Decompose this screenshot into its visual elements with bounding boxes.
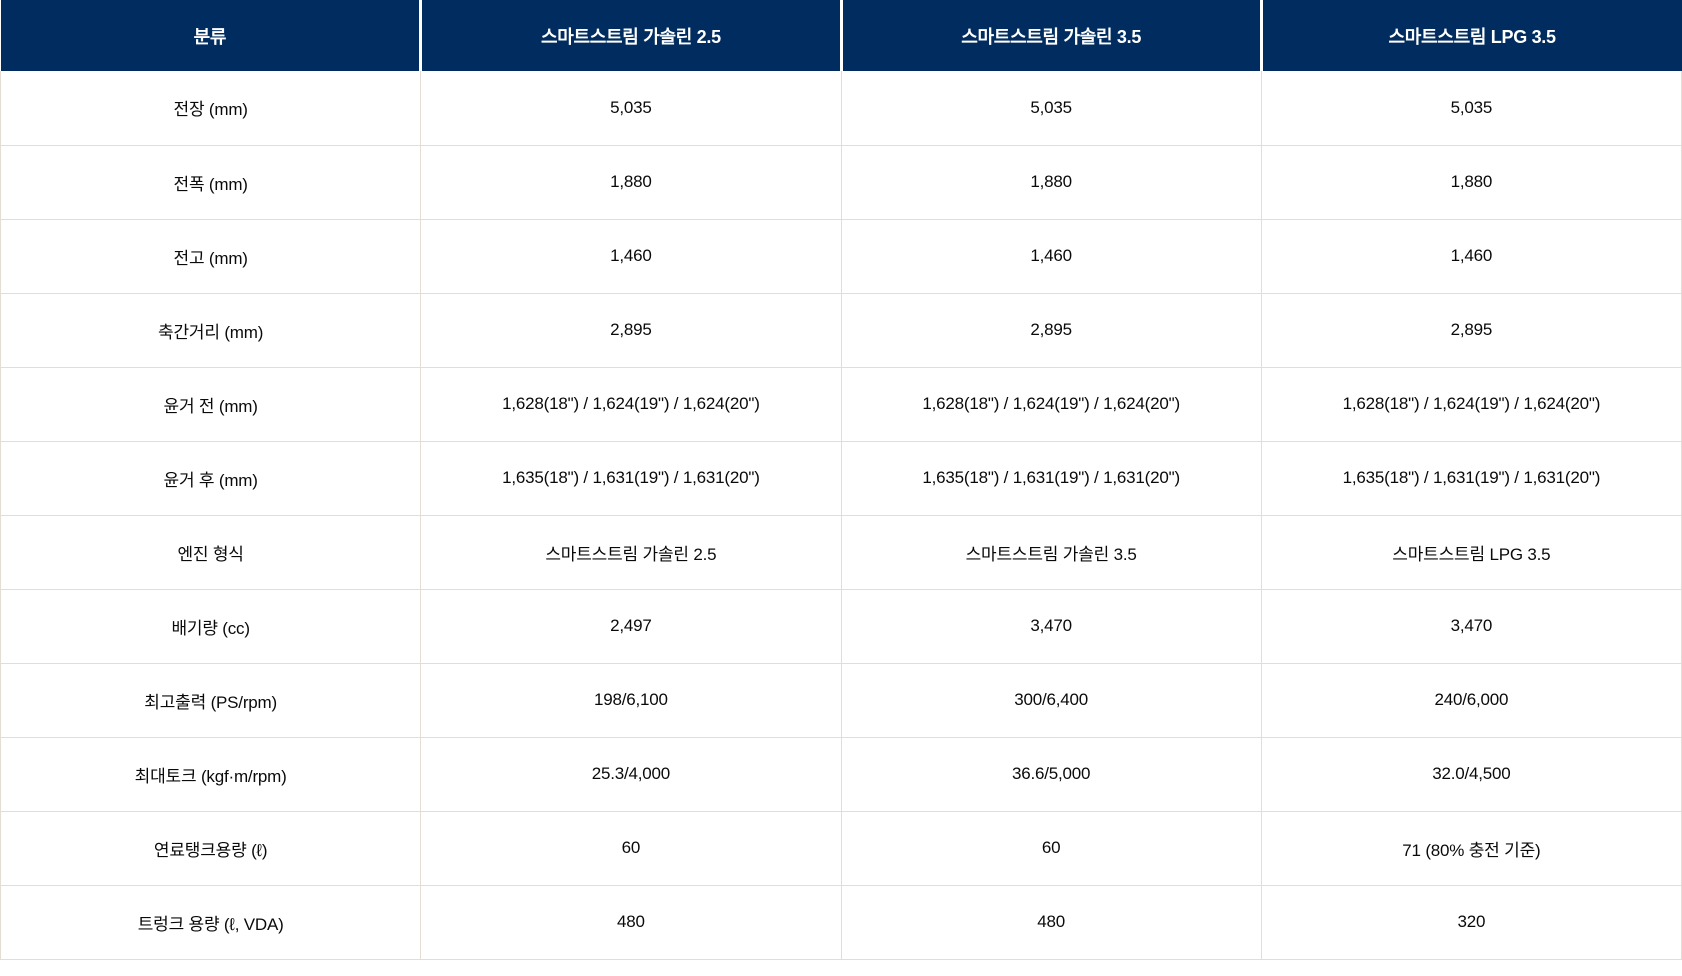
- spec-value: 1,635(18") / 1,631(19") / 1,631(20"): [840, 440, 1262, 516]
- spec-value: 스마트스트림 가솔린 2.5: [420, 514, 842, 590]
- spec-value: 스마트스트림 가솔린 3.5: [840, 514, 1262, 590]
- spec-value: 60: [420, 810, 842, 886]
- table-row: 트렁크 용량 (ℓ, VDA) 480 480 320: [0, 884, 1682, 960]
- row-label: 최고출력 (PS/rpm): [0, 662, 422, 738]
- spec-value: 1,628(18") / 1,624(19") / 1,624(20"): [1260, 366, 1682, 442]
- row-label: 트렁크 용량 (ℓ, VDA): [0, 884, 422, 960]
- row-label: 전폭 (mm): [0, 144, 422, 220]
- spec-value: 5,035: [840, 71, 1262, 146]
- spec-value: 2,895: [1260, 292, 1682, 368]
- spec-value: 1,460: [840, 218, 1262, 294]
- spec-value: 1,628(18") / 1,624(19") / 1,624(20"): [840, 366, 1262, 442]
- table-row: 연료탱크용량 (ℓ) 60 60 71 (80% 충전 기준): [0, 810, 1682, 886]
- spec-value: 1,635(18") / 1,631(19") / 1,631(20"): [420, 440, 842, 516]
- column-header-category: 분류: [0, 0, 423, 71]
- row-label: 윤거 전 (mm): [0, 366, 422, 442]
- row-label: 엔진 형식: [0, 514, 422, 590]
- spec-value: 480: [840, 884, 1262, 960]
- spec-value: 198/6,100: [420, 662, 842, 738]
- spec-value: 1,460: [420, 218, 842, 294]
- column-header-gasoline-2-5: 스마트스트림 가솔린 2.5: [420, 0, 843, 71]
- spec-value: 32.0/4,500: [1260, 736, 1682, 812]
- spec-value: 1,880: [840, 144, 1262, 220]
- spec-value: 1,880: [420, 144, 842, 220]
- spec-value: 3,470: [1260, 588, 1682, 664]
- spec-value: 스마트스트림 LPG 3.5: [1260, 514, 1682, 590]
- column-header-lpg-3-5: 스마트스트림 LPG 3.5: [1261, 0, 1682, 71]
- table-row: 윤거 후 (mm) 1,635(18") / 1,631(19") / 1,63…: [0, 440, 1682, 516]
- header-row: 분류 스마트스트림 가솔린 2.5 스마트스트림 가솔린 3.5 스마트스트림 …: [0, 0, 1682, 71]
- spec-value: 60: [840, 810, 1262, 886]
- spec-value: 2,895: [420, 292, 842, 368]
- spec-value: 300/6,400: [840, 662, 1262, 738]
- spec-value: 5,035: [1260, 71, 1682, 146]
- spec-value: 2,895: [840, 292, 1262, 368]
- spec-value: 1,628(18") / 1,624(19") / 1,624(20"): [420, 366, 842, 442]
- row-label: 축간거리 (mm): [0, 292, 422, 368]
- spec-value: 240/6,000: [1260, 662, 1682, 738]
- row-label: 최대토크 (kgf·m/rpm): [0, 736, 422, 812]
- spec-value: 25.3/4,000: [420, 736, 842, 812]
- table-row: 축간거리 (mm) 2,895 2,895 2,895: [0, 292, 1682, 368]
- table-row: 전폭 (mm) 1,880 1,880 1,880: [0, 144, 1682, 220]
- spec-value: 1,880: [1260, 144, 1682, 220]
- row-label: 배기량 (cc): [0, 588, 422, 664]
- column-header-gasoline-3-5: 스마트스트림 가솔린 3.5: [841, 0, 1263, 71]
- spec-value: 480: [420, 884, 842, 960]
- spec-value: 3,470: [840, 588, 1262, 664]
- table-row: 전고 (mm) 1,460 1,460 1,460: [0, 218, 1682, 294]
- spec-value: 2,497: [420, 588, 842, 664]
- spec-value: 1,460: [1260, 218, 1682, 294]
- spec-value: 1,635(18") / 1,631(19") / 1,631(20"): [1260, 440, 1682, 516]
- spec-value: 320: [1260, 884, 1682, 960]
- spec-value: 71 (80% 충전 기준): [1260, 810, 1682, 886]
- row-label: 전장 (mm): [0, 71, 422, 146]
- table-row: 윤거 전 (mm) 1,628(18") / 1,624(19") / 1,62…: [0, 366, 1682, 442]
- table-row: 배기량 (cc) 2,497 3,470 3,470: [0, 588, 1682, 664]
- spec-value: 5,035: [420, 71, 842, 146]
- table-row: 전장 (mm) 5,035 5,035 5,035: [0, 71, 1682, 146]
- spec-value: 36.6/5,000: [840, 736, 1262, 812]
- row-label: 전고 (mm): [0, 218, 422, 294]
- row-label: 윤거 후 (mm): [0, 440, 422, 516]
- table-row: 엔진 형식 스마트스트림 가솔린 2.5 스마트스트림 가솔린 3.5 스마트스…: [0, 514, 1682, 590]
- row-label: 연료탱크용량 (ℓ): [0, 810, 422, 886]
- table-row: 최대토크 (kgf·m/rpm) 25.3/4,000 36.6/5,000 3…: [0, 736, 1682, 812]
- table-row: 최고출력 (PS/rpm) 198/6,100 300/6,400 240/6,…: [0, 662, 1682, 738]
